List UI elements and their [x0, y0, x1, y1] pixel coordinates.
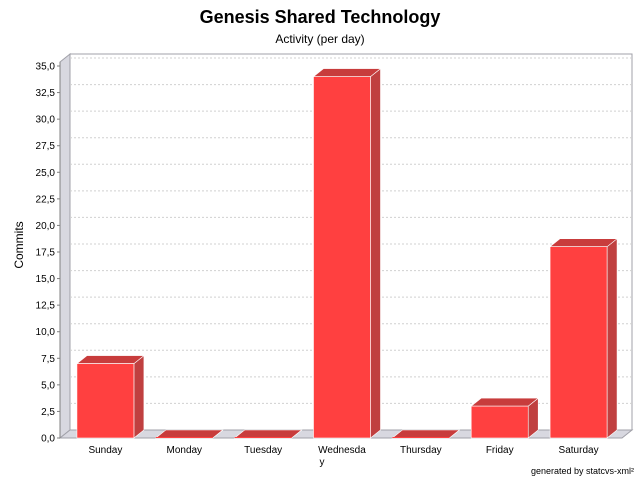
bar-top — [391, 429, 461, 439]
bar-friday — [470, 397, 540, 439]
bar-saturday — [549, 238, 618, 439]
bar-top — [549, 238, 618, 247]
bar-wednesday — [312, 68, 382, 439]
y-tick-label: 12,5 — [36, 301, 56, 312]
bar-front — [470, 405, 529, 439]
bar-side — [133, 354, 145, 439]
x-tick-label: Monday — [166, 445, 202, 456]
bar-tuesday — [233, 429, 303, 439]
chart-subtitle: Activity (per day) — [275, 32, 364, 46]
y-tick-label: 17,5 — [36, 248, 56, 259]
bar-front — [234, 437, 292, 438]
y-tick-label: 2,5 — [41, 407, 55, 418]
y-tick-label: 22,5 — [36, 194, 56, 205]
x-tick-label: Tuesday — [244, 445, 282, 456]
y-axis-ticks: 0,0 2,5 5,0 7,5 10,0 12,5 15,0 17,5 20,0 22,5 25,0… — [36, 62, 61, 445]
y-tick-label: 5,0 — [41, 380, 55, 391]
y-tick-label: 27,5 — [36, 141, 56, 152]
bar-top — [233, 429, 303, 439]
x-axis-ticks: Sunday Monday Tuesday Wednesda y Thursday Frid… — [88, 445, 598, 468]
y-tick-label: 20,0 — [36, 221, 56, 232]
x-tick-label: Wednesda y — [318, 445, 366, 468]
y-tick-label: 35,0 — [36, 62, 56, 73]
y-tick-label: 0,0 — [41, 434, 55, 445]
bar-top — [470, 397, 540, 407]
bar-top — [312, 68, 382, 77]
y-tick-label: 30,0 — [36, 115, 56, 126]
bar-top — [76, 355, 145, 364]
bar-front — [76, 363, 135, 439]
y-tick-label: 15,0 — [36, 274, 56, 285]
y-axis-label: Commits — [12, 221, 26, 268]
x-tick-label: Friday — [486, 445, 514, 456]
bar-front — [392, 437, 450, 438]
bar-sunday — [76, 354, 145, 439]
x-tick-label: Thursday — [400, 445, 442, 456]
y-tick-label: 25,0 — [36, 168, 56, 179]
left-wall — [59, 52, 71, 440]
bar-top — [154, 429, 224, 439]
y-tick-label: 7,5 — [41, 354, 55, 365]
chart-title: Genesis Shared Technology — [200, 7, 441, 27]
bar-monday — [154, 429, 224, 439]
bar-front — [549, 246, 608, 439]
x-tick-label: Saturday — [559, 445, 599, 456]
footer-credit: generated by statcvs-xml² — [531, 466, 634, 476]
y-tick-label: 32,5 — [36, 88, 56, 99]
bar-side — [606, 238, 618, 439]
x-tick-label: Sunday — [88, 445, 122, 456]
bar-front — [313, 76, 371, 439]
bars — [76, 68, 618, 439]
y-tick-label: 10,0 — [36, 327, 56, 338]
bar-side — [370, 68, 381, 439]
bar-thursday — [391, 429, 461, 439]
bar-front — [155, 437, 213, 438]
